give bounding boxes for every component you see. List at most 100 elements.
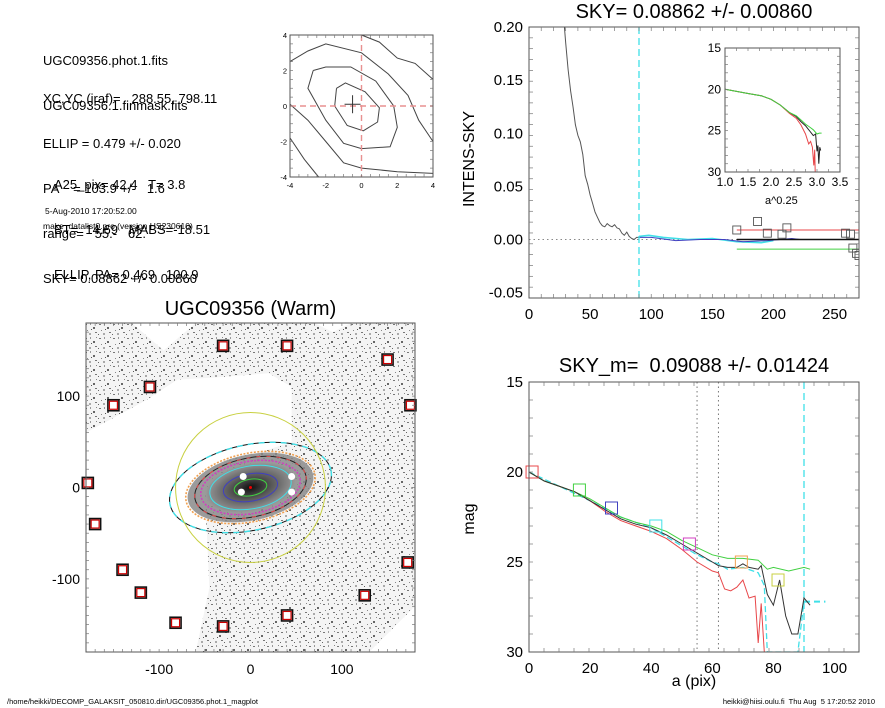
info-line: A25_pix= 42.4 T= 3.8 (54, 177, 186, 192)
mag-x-tick-label: 0 (525, 660, 533, 677)
mag-x-tick-label: 20 (582, 660, 599, 677)
mag-chart-title: SKY_m= 0.09088 +/- 0.01424 (558, 355, 830, 377)
sky-box-inner (360, 590, 370, 600)
inset-y-tick-label: 30 (708, 165, 722, 179)
sky-box (88, 517, 102, 531)
info-line: UGC09356.phot.1.fits (43, 53, 169, 68)
sky-x-tick-label: 250 (822, 306, 847, 323)
sky-box (216, 620, 230, 633)
sky-box-inner (145, 382, 155, 392)
sky-box (358, 589, 372, 602)
inset-y-tick-label: 15 (708, 41, 722, 55)
sky-y-tick-label: 0.10 (494, 125, 523, 142)
isophote-ellipse-magenta (199, 459, 302, 516)
contour-x-tick-label: 2 (395, 181, 399, 190)
masked-region (131, 323, 196, 351)
sky-y-tick-label: 0.20 (494, 19, 523, 36)
intensity-profile-line (563, 27, 639, 241)
sky-box (280, 609, 294, 622)
masked-star (288, 473, 296, 481)
masked-region (369, 606, 415, 652)
mag-y-tick-label: 20 (506, 464, 523, 481)
sky-box-inner (136, 587, 146, 598)
sky-plot: 0 50 100 150 200 250 0.20 0.15 0.10 0.05 0.00 -0.05… (489, 19, 860, 323)
sky-y-tick-label: 0.15 (494, 72, 523, 89)
image-y-tick-label: 100 (57, 388, 81, 404)
mag-plot: 0 20 40 60 80 100 15 20 25 30 (506, 374, 860, 677)
mag-y-tick-label: 30 (506, 644, 523, 661)
mag-x-tick-label: 60 (704, 660, 721, 677)
sky-sample-square (854, 251, 859, 260)
footer-user: heikki@hiisi.oulu.fi Thu Aug 5 17:20:52 … (722, 697, 875, 706)
image-title: UGC09356 (Warm) (164, 298, 337, 320)
contour-y-tick-label: -4 (280, 173, 287, 182)
contour-line (307, 66, 398, 150)
contour-y-tick-label: 4 (283, 31, 287, 40)
inset-y-tick-label: 20 (708, 82, 722, 96)
info-line: XC,YC (iraf)= 288.55, 798.11 (43, 91, 218, 106)
sky-box-inner (170, 618, 181, 628)
mag-marker-square (525, 465, 539, 479)
sky-y-tick-label: 0.00 (494, 232, 523, 249)
mag-marker-square (605, 501, 618, 515)
black-mag-line (529, 471, 811, 635)
masked-region (86, 373, 292, 652)
info-date: 5-Aug-2010 17:20:52.00 (45, 206, 137, 216)
sky-box-inner (108, 400, 119, 410)
contour-line (289, 137, 319, 178)
galaxy-center-mark (249, 486, 252, 489)
footer-path: /home/heikki/DECOMP_GALAKSIT_050810.dir/… (7, 697, 258, 706)
sky-box (143, 380, 157, 394)
sky-sample-square (841, 228, 851, 238)
sky-frame (528, 26, 860, 299)
mag-marker-square (734, 555, 748, 569)
contour-x-tick-label: -2 (322, 181, 329, 190)
sky-sample-square (777, 229, 787, 239)
sky-x-tick-label: 150 (700, 306, 725, 323)
inset-y-tick-label: 25 (708, 124, 722, 138)
mag-y-tick-label: 15 (506, 374, 523, 391)
info-line: BT= 14.69 MABS=-18.51 (54, 222, 211, 237)
info-program: make_datalist0.pro (version HS230610) (43, 221, 193, 231)
sky-y-tick-label: 0.05 (494, 178, 523, 195)
sky-box-inner (218, 621, 228, 632)
contour-x-tick-label: 4 (431, 181, 435, 190)
contour-x-tick-label: -4 (287, 181, 294, 190)
sky-box (216, 339, 230, 353)
info-fit-params: XC,YC (iraf)= 288.55, 798.11 ELLIP = 0.4… (43, 61, 217, 301)
sky-box-inner (282, 610, 292, 621)
sky-sample-square (782, 223, 792, 233)
sky-box-inner (218, 341, 228, 351)
sky-chart-title: SKY= 0.08862 +/- 0.00860 (575, 1, 813, 23)
contour-line (334, 82, 380, 132)
sky-box (134, 586, 148, 599)
galaxy-image-plot: -100 0 100 100 0 -100 (52, 322, 417, 677)
image-x-tick-label: 0 (247, 661, 255, 677)
contour-line (289, 103, 434, 174)
info-line: PA = 103.9 +/- 1.6 (43, 181, 165, 196)
sky-box (401, 556, 414, 569)
sky-box-inner (83, 478, 93, 488)
inset-green-line (725, 88, 822, 135)
info-filenames: UGC09356.phot.1.fits UGC09356.1.finmask.… (43, 23, 188, 128)
sky-x-tick-label: 200 (761, 306, 786, 323)
inset-x-tick-label: 3.5 (832, 175, 849, 189)
sky-y-tick-label: -0.05 (489, 285, 523, 302)
mag-marker-square (682, 537, 696, 551)
mag-x-tick-label: 100 (822, 660, 847, 677)
sky-box-inner (403, 557, 413, 568)
info-line: UGC09356.1.finmask.fits (43, 98, 188, 113)
mag-y-tick-label: 25 (506, 554, 523, 571)
masked-star (237, 488, 245, 496)
sky-x-tick-label: 50 (582, 306, 599, 323)
isophote-ellipse-green (233, 478, 268, 497)
sky-sample-square (732, 225, 742, 235)
mag-x-tick-label: 80 (765, 660, 782, 677)
isophote-ellipse-red-dash (194, 455, 307, 520)
inset-x-tick-label: 3.0 (809, 175, 826, 189)
contour-line (289, 43, 434, 142)
contour-line (361, 34, 434, 80)
sky-box (381, 353, 394, 366)
sky-x-tick-label: 100 (639, 306, 664, 323)
sky-box (107, 398, 120, 412)
